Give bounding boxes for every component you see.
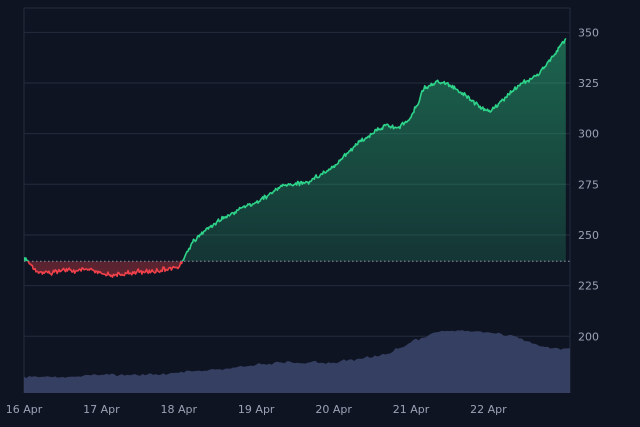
- y-tick-label-325: 325: [578, 77, 599, 90]
- volume-series-area: [24, 330, 570, 393]
- y-tick-label-275: 275: [578, 178, 599, 191]
- x-tick-label-20-apr: 20 Apr: [315, 403, 352, 416]
- price-line-above-baseline: [24, 37, 567, 262]
- x-tick-label-18-apr: 18 Apr: [161, 403, 198, 416]
- x-axis-tick-labels: 16 Apr 17 Apr 18 Apr 19 Apr 20 Apr 21 Apr 22 A…: [6, 403, 507, 416]
- y-tick-label-225: 225: [578, 280, 599, 293]
- volume-area: [24, 330, 570, 393]
- x-tick-label-22-apr: 22 Apr: [470, 403, 507, 416]
- y-tick-label-300: 300: [578, 128, 599, 141]
- price-area: [24, 38, 566, 278]
- y-tick-label-250: 250: [578, 229, 599, 242]
- x-tick-label-21-apr: 21 Apr: [393, 403, 430, 416]
- x-tick-label-19-apr: 19 Apr: [238, 403, 275, 416]
- x-tick-label-17-apr: 17 Apr: [83, 403, 120, 416]
- price-line-below-baseline: [26, 261, 184, 278]
- price-line: [24, 37, 567, 278]
- y-tick-label-200: 200: [578, 330, 599, 343]
- x-tick-label-16-apr: 16 Apr: [6, 403, 43, 416]
- y-tick-label-350: 350: [578, 26, 599, 39]
- y-axis-tick-labels: 200 225 250 275 300 325 350: [578, 26, 599, 343]
- price-area-above-baseline: [24, 38, 566, 262]
- price-area-below-baseline: [24, 261, 566, 278]
